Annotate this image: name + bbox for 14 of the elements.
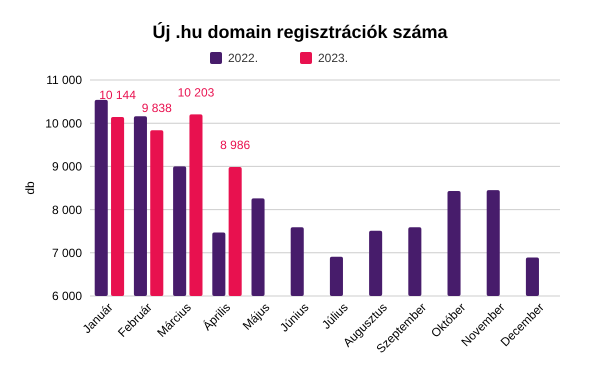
y-axis-title: db (23, 181, 37, 195)
data-label: 10 203 (178, 85, 215, 100)
y-tick-label: 8 000 (52, 202, 82, 217)
y-tick-label: 7 000 (52, 246, 82, 260)
data-label: 10 144 (99, 88, 136, 102)
legend-label: 2022. (228, 51, 258, 65)
y-tick-label: 9 000 (52, 160, 82, 174)
legend-label: 2023. (318, 51, 348, 65)
data-label: 8 986 (220, 138, 251, 152)
y-tick-label: 10 000 (45, 116, 82, 130)
y-tick-label: 11 000 (46, 73, 82, 88)
y-tick-label: 6 000 (52, 289, 82, 304)
data-label: 9 838 (142, 101, 172, 116)
chart-title: Új .hu domain regisztrációk száma (152, 22, 449, 42)
